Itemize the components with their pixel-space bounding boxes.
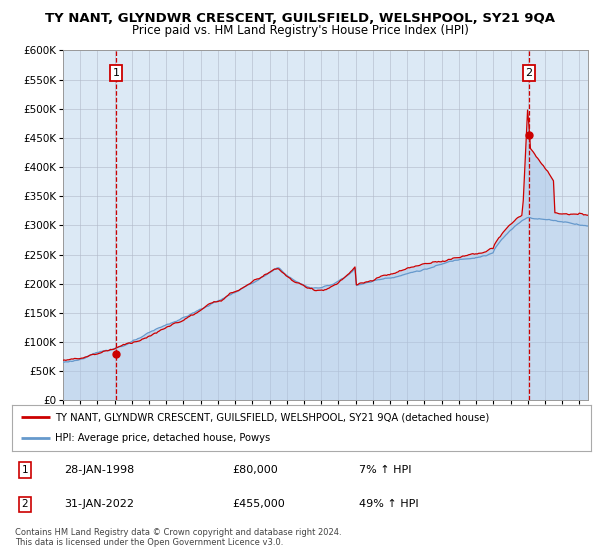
Text: 1: 1 [113, 68, 119, 78]
Text: Price paid vs. HM Land Registry's House Price Index (HPI): Price paid vs. HM Land Registry's House … [131, 24, 469, 36]
Text: TY NANT, GLYNDWR CRESCENT, GUILSFIELD, WELSHPOOL, SY21 9QA: TY NANT, GLYNDWR CRESCENT, GUILSFIELD, W… [45, 12, 555, 25]
Text: 2: 2 [526, 68, 533, 78]
Text: 49% ↑ HPI: 49% ↑ HPI [359, 500, 419, 510]
Text: TY NANT, GLYNDWR CRESCENT, GUILSFIELD, WELSHPOOL, SY21 9QA (detached house): TY NANT, GLYNDWR CRESCENT, GUILSFIELD, W… [55, 412, 490, 422]
Text: 7% ↑ HPI: 7% ↑ HPI [359, 465, 412, 475]
Text: Contains HM Land Registry data © Crown copyright and database right 2024.
This d: Contains HM Land Registry data © Crown c… [15, 528, 341, 547]
Text: 28-JAN-1998: 28-JAN-1998 [64, 465, 134, 475]
Text: £455,000: £455,000 [232, 500, 285, 510]
Text: 2: 2 [22, 500, 28, 510]
Text: £80,000: £80,000 [232, 465, 278, 475]
Text: 31-JAN-2022: 31-JAN-2022 [64, 500, 134, 510]
Text: HPI: Average price, detached house, Powys: HPI: Average price, detached house, Powy… [55, 433, 271, 444]
Text: 1: 1 [22, 465, 28, 475]
